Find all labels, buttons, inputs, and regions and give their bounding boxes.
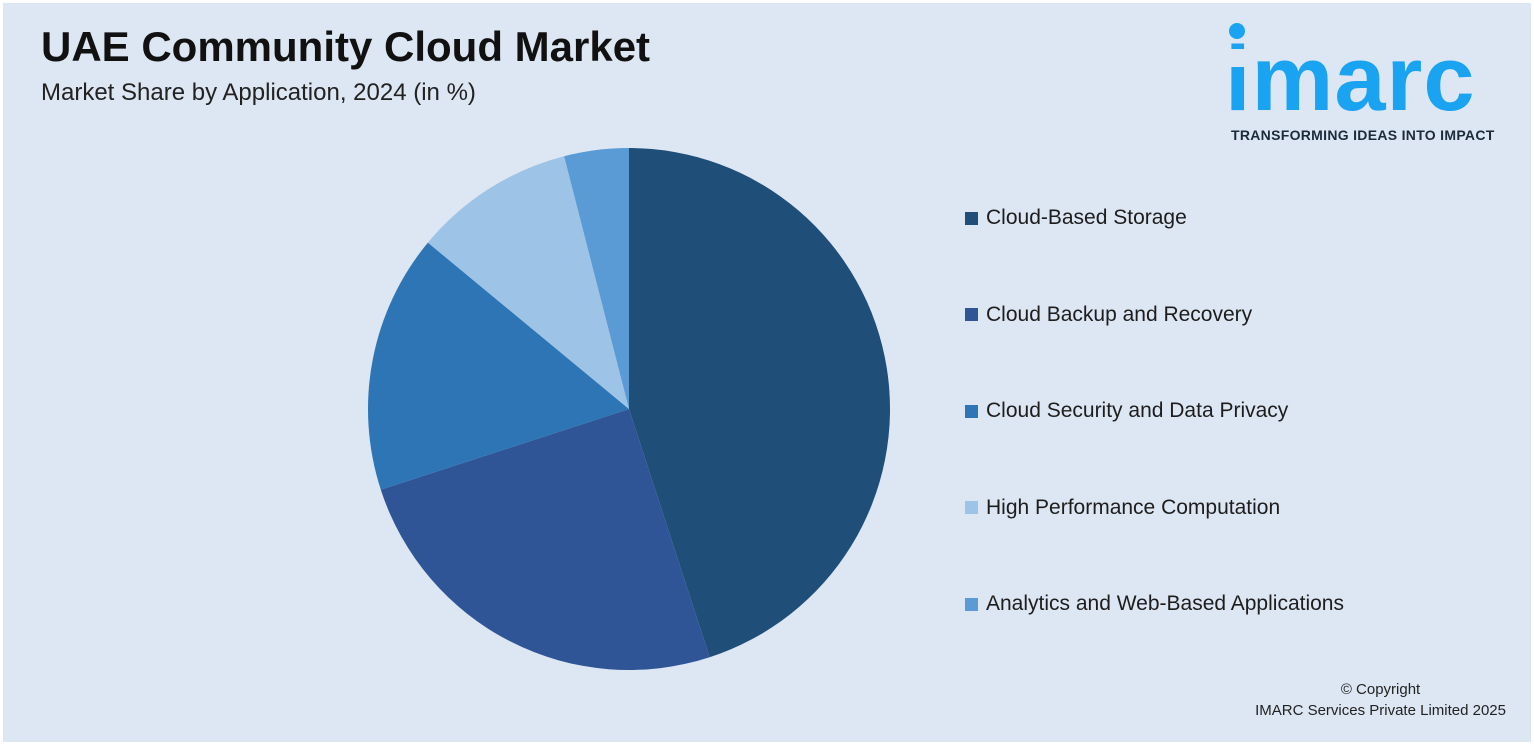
legend-item: Analytics and Web-Based Applications	[965, 589, 1344, 619]
legend-swatch	[965, 597, 978, 611]
chart-background: UAE Community Cloud Market Market Share …	[3, 3, 1531, 742]
logo-wordmark: imarc	[1225, 28, 1476, 130]
legend-label: High Performance Computation	[986, 495, 1281, 519]
chart-title: UAE Community Cloud Market	[41, 23, 651, 70]
legend-item: Cloud-Based Storage	[965, 203, 1187, 233]
legend-item: Cloud Backup and Recovery	[965, 300, 1252, 330]
pie-svg	[368, 148, 890, 671]
copyright-line-2: IMARC Services Private Limited 2025	[1255, 702, 1506, 719]
imarc-logo: imarc TRANSFORMING IDEAS INTO IMPACT	[1225, 19, 1525, 147]
pie-slice-cloud-security-and-data-privacy	[368, 242, 629, 490]
copyright-notice: © Copyright IMARC Services Private Limit…	[1255, 679, 1506, 721]
pie-slice-cloud-based-storage	[629, 148, 890, 658]
copyright-line-1: © Copyright	[1340, 681, 1421, 698]
pie-slice-high-performance-computation	[427, 156, 629, 409]
pie-chart	[363, 143, 895, 675]
legend-swatch	[965, 211, 978, 225]
legend-item: Cloud Security and Data Privacy	[965, 396, 1288, 426]
legend-label: Cloud Security and Data Privacy	[986, 399, 1289, 422]
pie-slice-analytics-and-web-based-applications	[564, 148, 629, 409]
legend-swatch	[965, 308, 978, 321]
chart-subtitle: Market Share by Application, 2024 (in %)	[41, 79, 476, 106]
logo-dot-gap	[1227, 49, 1249, 67]
pie-slice-cloud-backup-and-recovery	[380, 409, 710, 671]
legend-label: Analytics and Web-Based Applications	[986, 592, 1344, 615]
legend-label: Cloud Backup and Recovery	[986, 302, 1253, 326]
logo-dot	[1229, 23, 1245, 39]
logo-tagline: TRANSFORMING IDEAS INTO IMPACT	[1231, 127, 1495, 143]
legend-item: High Performance Computation	[965, 493, 1280, 523]
legend-swatch	[965, 501, 978, 514]
legend-swatch	[965, 404, 978, 418]
legend-label: Cloud-Based Storage	[986, 206, 1187, 229]
